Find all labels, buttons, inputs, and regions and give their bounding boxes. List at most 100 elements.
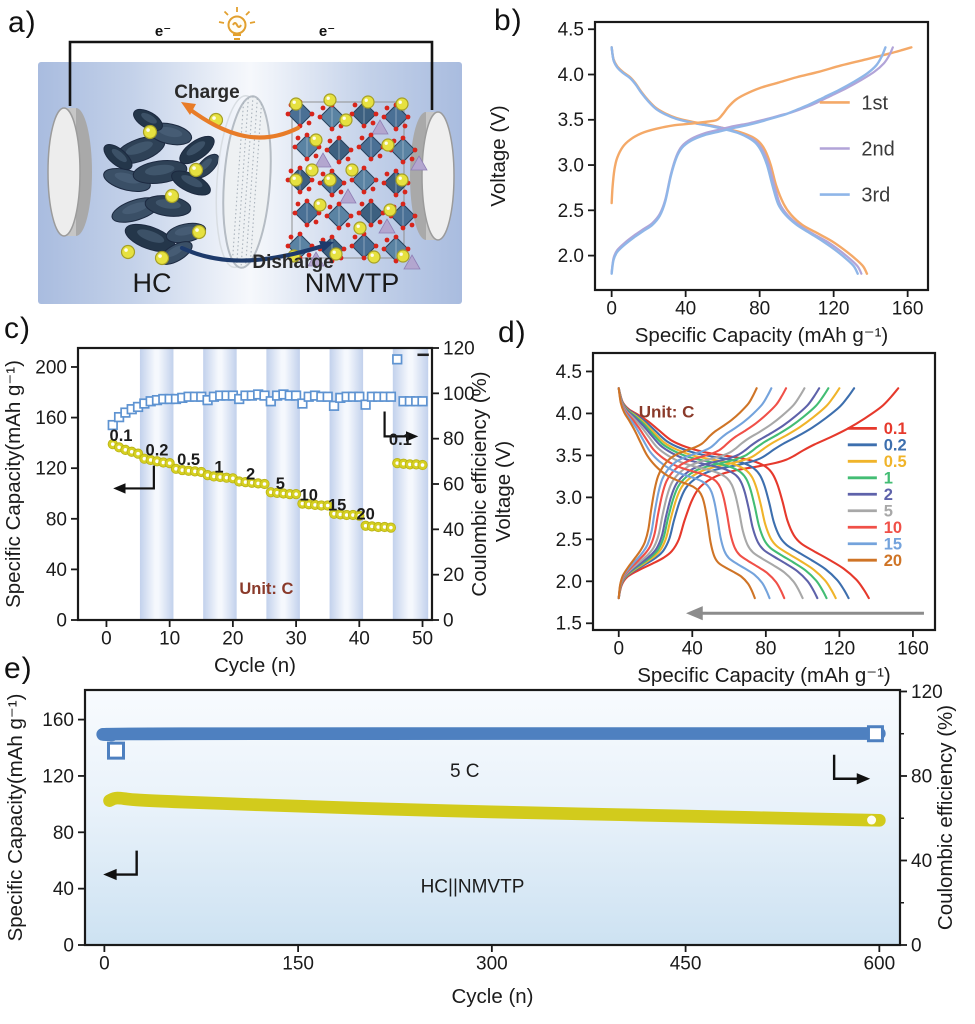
rate-capability-chart: 0 10 20 30 40 5004080120160200020406080100120… bbox=[2, 338, 491, 677]
annotation-arrow bbox=[117, 465, 155, 490]
y-tick-label: 120 bbox=[42, 766, 74, 787]
annotation-text: 5 bbox=[276, 475, 285, 493]
y2-tick-label: 40 bbox=[443, 520, 464, 541]
annotation-text: 0.1 bbox=[389, 431, 412, 449]
discharge-arrow bbox=[179, 241, 334, 263]
capacity-band bbox=[103, 791, 886, 827]
y-tick-label: 40 bbox=[46, 560, 67, 581]
x-tick-label: 0 bbox=[101, 629, 112, 650]
y-tick-label: 80 bbox=[53, 823, 74, 844]
x-axis-label: Cycle (n) bbox=[451, 985, 533, 1008]
anode-label: HC bbox=[133, 268, 172, 298]
y2-tick-label: 80 bbox=[911, 766, 932, 787]
legend-label: 1 bbox=[884, 470, 893, 488]
x-tick-label: 40 bbox=[675, 299, 696, 320]
y-tick-label: 0 bbox=[56, 610, 67, 631]
panel-label-e: e) bbox=[4, 652, 33, 685]
annotation-text: 10 bbox=[300, 487, 318, 505]
y-tick-label: 4.5 bbox=[558, 20, 584, 41]
x-tick-label: 80 bbox=[755, 639, 776, 660]
panel-label-a: a) bbox=[8, 6, 37, 39]
rate-band bbox=[329, 349, 364, 619]
y-tick-label: 40 bbox=[53, 879, 74, 900]
discharge-2nd bbox=[610, 46, 863, 275]
electron-label-right: e⁻ bbox=[319, 23, 335, 40]
discharge-1st bbox=[610, 46, 869, 275]
y2-axis-label: Coulombic efficiency (%) bbox=[934, 705, 957, 930]
electron-label-left: e⁻ bbox=[155, 23, 171, 40]
discharge-label: Disharge bbox=[252, 252, 333, 273]
y2-tick-label: 0 bbox=[443, 610, 454, 631]
y-axis-label: Specific Capacity(mAh g⁻¹) bbox=[4, 694, 27, 942]
annotation-arrow bbox=[832, 754, 866, 780]
panel-label-b: b) bbox=[494, 4, 523, 37]
annotation-text: 0.5 bbox=[177, 451, 200, 469]
legend-label: 3rd bbox=[861, 185, 890, 207]
discharge-2C bbox=[617, 387, 819, 600]
light-bulb-icon bbox=[218, 7, 256, 40]
x-tick-label: 40 bbox=[349, 629, 370, 650]
y-tick-label: 0 bbox=[63, 935, 74, 956]
x-tick-label: 40 bbox=[682, 639, 703, 660]
annotation-text: Unit: C bbox=[639, 403, 695, 422]
x-axis-label: Cycle (n) bbox=[214, 654, 296, 677]
legend-label: 2 bbox=[884, 486, 893, 504]
sodium-ions bbox=[120, 93, 410, 266]
legend: 1st 2nd 3rd bbox=[819, 92, 895, 207]
circuit-wire bbox=[68, 40, 434, 110]
ce-first-cycle bbox=[106, 741, 125, 760]
y2-tick-label: 20 bbox=[443, 565, 464, 586]
x-tick-label: 10 bbox=[159, 629, 180, 650]
annotation-text: 1 bbox=[214, 459, 223, 477]
discharge-0.2C bbox=[617, 387, 850, 600]
annotation-text: 2 bbox=[246, 466, 255, 484]
legend-label: 15 bbox=[884, 535, 902, 553]
arrow-head bbox=[113, 483, 126, 494]
y2-tick-label: 60 bbox=[443, 474, 464, 495]
charge-15C bbox=[617, 387, 773, 600]
axes-box bbox=[591, 351, 937, 632]
legend-label: 0.2 bbox=[884, 437, 907, 455]
legend-label: 0.1 bbox=[884, 420, 907, 438]
annotation-text: 0.2 bbox=[146, 442, 169, 460]
charge-label: Charge bbox=[174, 82, 239, 103]
charge-20C bbox=[617, 387, 758, 600]
arrow-head bbox=[685, 606, 703, 621]
y-tick-label: 2.0 bbox=[558, 246, 584, 267]
annotation-text: 5 C bbox=[450, 761, 480, 782]
charge-10C bbox=[617, 387, 788, 600]
panel-label-c: c) bbox=[4, 312, 31, 345]
charge-arrow bbox=[181, 102, 301, 140]
y-tick-label: 80 bbox=[46, 509, 67, 530]
x-tick-label: 120 bbox=[824, 639, 856, 660]
series-layer bbox=[610, 46, 913, 275]
axes-box bbox=[593, 20, 930, 292]
arrow-head bbox=[103, 868, 117, 881]
legend-label: 0.5 bbox=[884, 453, 907, 471]
rate-band bbox=[139, 349, 174, 619]
y-tick-label: 160 bbox=[42, 710, 74, 731]
y2-axis-label: Coulombic efficiency (%) bbox=[468, 371, 491, 596]
x-tick-label: 80 bbox=[749, 299, 770, 320]
legend-label: 20 bbox=[884, 552, 902, 570]
y-tick-label: 200 bbox=[35, 357, 67, 378]
discharge-0.1C bbox=[617, 387, 870, 600]
coulombic-efficiency-band bbox=[96, 727, 886, 742]
arrow-head bbox=[405, 431, 419, 442]
rate-voltage-profile-chart: 0 40 80 120 1601.52.02.53.03.54.04.5Specific… bbox=[492, 351, 937, 687]
x-tick-label: 20 bbox=[222, 629, 243, 650]
rate-band bbox=[392, 349, 429, 619]
annotation-arrow bbox=[108, 850, 138, 876]
discharge-0.5C bbox=[617, 387, 837, 600]
discharge-10C bbox=[617, 387, 786, 600]
x-tick-label: 450 bbox=[670, 954, 702, 975]
y-tick-label: 3.0 bbox=[558, 156, 584, 177]
y-tick-label: 2.5 bbox=[558, 201, 584, 222]
discharge-20C bbox=[617, 387, 756, 600]
legend-label: 5 bbox=[884, 503, 893, 521]
discharge-1C bbox=[617, 387, 828, 600]
annotation-text: HC||NMVTP bbox=[421, 876, 525, 897]
x-tick-label: 120 bbox=[818, 299, 850, 320]
cell-schematic: e⁻ e⁻ Ch bbox=[38, 7, 462, 304]
discharge-3rd bbox=[610, 46, 859, 275]
